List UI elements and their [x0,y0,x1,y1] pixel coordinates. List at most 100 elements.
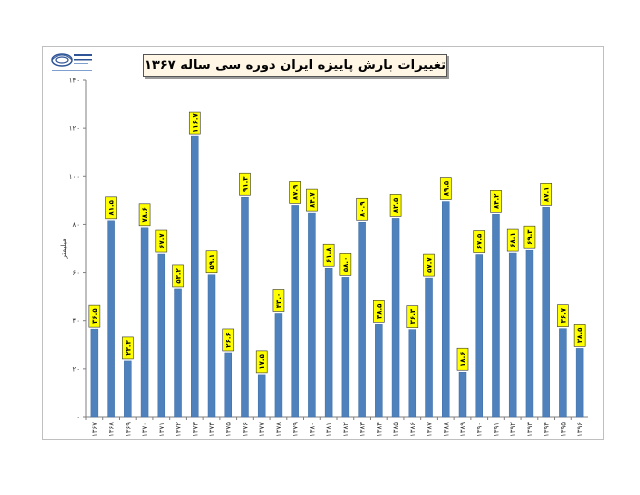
x-tick-label: ۱۳۸۹ [459,422,467,437]
y-tick-label: ۱۲۰ [69,125,80,133]
data-label: ۱۷.۵ [255,350,268,374]
data-label: ۲۶.۶ [222,328,235,352]
x-tick-label: ۱۳۷۳ [191,422,199,437]
data-label-box [490,190,502,213]
x-tick-label: ۱۳۷۱ [158,422,166,437]
x-tick-label: ۱۳۷۴ [208,422,216,437]
y-tick-label: ۱۰۰ [69,173,80,181]
data-label-box [389,194,402,217]
x-tick-label: ۱۳۸۴ [375,422,383,437]
data-label: ۳۶.۵ [88,304,101,328]
data-label-text: ۶۱.۸ [325,247,333,263]
data-label-text: ۱۱۶.۷ [191,112,199,132]
data-label: ۸۴.۲ [490,190,502,213]
data-labels: ۳۶.۵ ۸۱.۵ ۲۳.۳ ۷۸.۶ ۶۷.۷ ۵۳.۲ ۱۱۶.۷ ۵۹.۱ ۲۶.۶ ۹۱.… [88,111,586,374]
bar [575,348,584,418]
data-label-box [272,289,285,312]
data-label-box [289,181,301,204]
data-label-box [456,347,469,371]
bar [174,288,182,418]
data-label-text: ۸۷.۱ [543,187,551,202]
data-label-box [506,228,519,252]
data-label-text: ۲۸.۵ [576,327,584,343]
y-axis-title: میلیمتر [60,238,68,260]
x-tick-label: ۱۳۸۸ [442,422,450,437]
data-label-text: ۲۶.۶ [225,332,233,347]
data-label: ۴۳.۰ [272,289,285,312]
data-label-text: ۸۱.۵ [108,199,116,215]
y-tick-label: ۴۰ [72,317,80,325]
y-tick-label: ۰ [76,414,80,422]
bar [525,249,534,418]
x-tick-label: ۱۳۸۷ [426,422,434,437]
x-tick-label: ۱۳۸۳ [359,422,367,437]
x-tick-label: ۱۳۷۵ [225,422,233,437]
data-label: ۱۸.۶ [456,347,469,371]
data-label-box [239,172,251,196]
y-tick-label: ۶۰ [72,269,80,277]
data-label: ۱۱۶.۷ [188,111,201,135]
data-label-box [406,305,419,328]
data-label-box [122,336,134,360]
x-tick-label: ۱۳۶۷ [91,422,99,437]
data-label-text: ۷۸.۶ [141,207,149,222]
bar [442,201,450,418]
x-tick-label: ۱۳۸۲ [342,422,350,437]
x-tick-label: ۱۳۷۹ [292,422,300,437]
data-label: ۶۱.۸ [322,243,335,267]
data-label-text: ۸۰.۹ [359,201,367,217]
bar [157,253,166,418]
x-tick-label: ۱۳۸۱ [325,422,333,437]
x-tick-label: ۱۳۹۱ [492,422,500,437]
data-label: ۸۹.۵ [439,177,452,200]
data-label-box [205,250,218,274]
bar [492,214,500,418]
data-label-box [473,230,486,253]
x-tick-label: ۱۳۷۶ [241,422,249,437]
data-label-text: ۳۸.۵ [375,303,383,319]
data-label-text: ۵۷.۷ [426,257,434,273]
data-label: ۲۳.۳ [122,336,134,360]
bar [458,371,467,418]
data-label: ۵۸.۰ [339,253,352,276]
bar [224,352,232,418]
y-tick-label: ۱۴۰ [69,77,80,85]
data-label-text: ۸۴.۲ [492,193,500,209]
x-tick-label: ۱۳۹۰ [476,422,484,437]
bar [140,227,149,418]
data-label-box [356,197,368,221]
data-label-box [439,177,452,200]
bar [274,313,283,418]
data-label: ۲۸.۵ [573,324,586,347]
bar [475,254,483,418]
data-label: ۸۷.۹ [289,181,301,204]
x-tick-label: ۱۳۹۴ [543,422,551,437]
bar [191,135,199,418]
bar [291,205,299,418]
data-label-box [339,253,352,276]
x-tick-label: ۱۳۶۹ [124,422,132,437]
data-label: ۸۱.۵ [105,196,117,220]
data-label-text: ۶۷.۵ [476,233,484,249]
data-label-box [88,304,101,328]
y-tick-label: ۸۰ [72,221,80,229]
x-tick-label: ۱۳۹۲ [509,422,517,437]
data-label-text: ۸۴.۷ [308,192,316,208]
x-tick-label: ۱۳۹۵ [559,422,567,437]
data-label-box [306,188,318,212]
data-label-box [255,350,268,374]
data-label: ۵۹.۱ [205,250,218,274]
bar [207,274,216,418]
data-label-box [540,183,552,206]
data-label: ۵۳.۲ [172,264,184,288]
data-label-box [322,243,335,267]
data-label-box [188,111,201,135]
data-label-text: ۳۶.۷ [559,307,567,323]
x-tick-label: ۱۳۷۷ [258,422,266,437]
data-label-box [155,229,168,253]
data-label-box [172,264,184,288]
data-label-box [105,196,117,220]
bar [107,220,115,418]
x-tick-label: ۱۳۷۰ [141,422,149,437]
x-tick-label: ۱۳۷۸ [275,422,283,437]
